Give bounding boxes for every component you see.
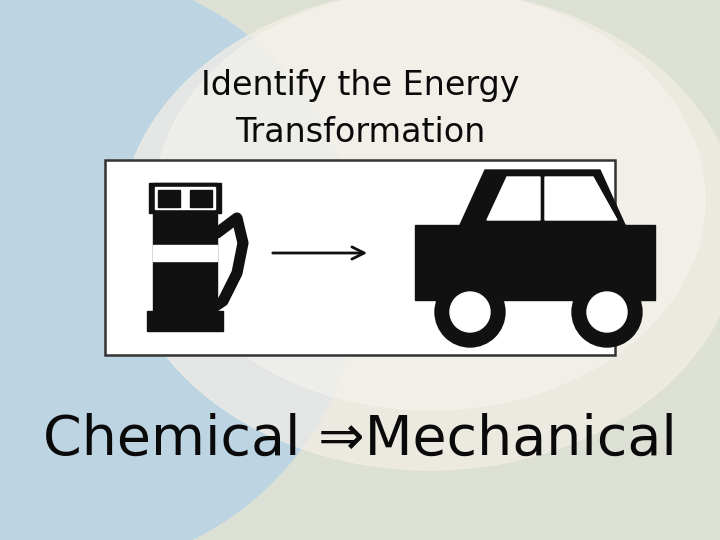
Polygon shape	[625, 225, 655, 300]
Circle shape	[572, 277, 642, 347]
Text: Chemical ⇒Mechanical: Chemical ⇒Mechanical	[43, 413, 677, 467]
Ellipse shape	[0, 0, 360, 540]
Bar	[155, 187, 215, 209]
Bar	[147, 311, 223, 331]
Bar	[105, 160, 615, 355]
Polygon shape	[487, 177, 540, 220]
Polygon shape	[460, 170, 625, 225]
Bar	[415, 225, 655, 300]
Ellipse shape	[155, 0, 705, 410]
Ellipse shape	[120, 0, 720, 470]
Circle shape	[435, 277, 505, 347]
Polygon shape	[193, 309, 217, 319]
Bar	[153, 245, 217, 261]
Text: Identify the Energy: Identify the Energy	[201, 69, 519, 102]
Bar	[149, 183, 221, 213]
Bar	[190, 190, 212, 207]
Bar	[158, 190, 180, 207]
Circle shape	[450, 292, 490, 332]
Polygon shape	[545, 177, 617, 220]
Circle shape	[587, 292, 627, 332]
Text: Transformation: Transformation	[235, 116, 485, 148]
Bar	[153, 183, 217, 313]
